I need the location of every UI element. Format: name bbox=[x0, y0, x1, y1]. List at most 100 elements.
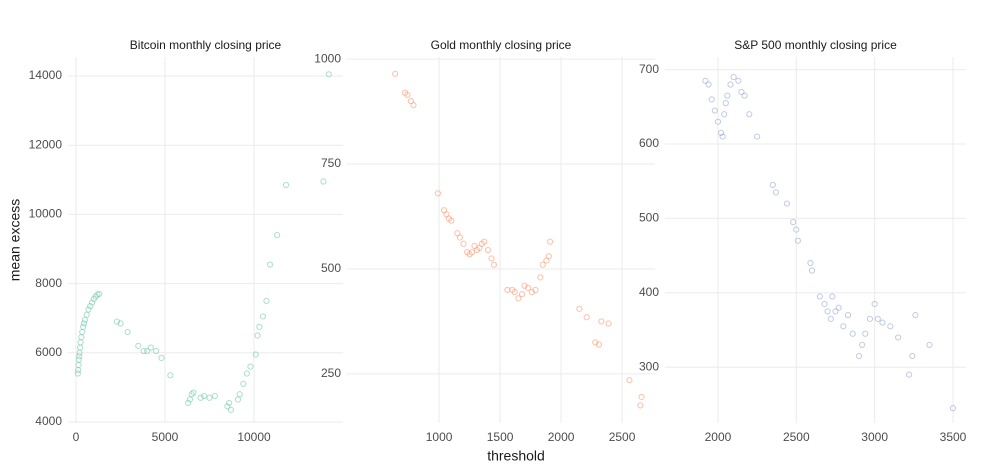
x-axis-title: threshold bbox=[487, 448, 545, 464]
point bbox=[626, 377, 633, 384]
point bbox=[871, 300, 878, 308]
point bbox=[912, 312, 919, 319]
x-tick-label: 3500 bbox=[940, 430, 967, 444]
point bbox=[835, 304, 842, 311]
y-tick-label: 1000 bbox=[314, 51, 341, 65]
panel-title: Bitcoin monthly closing price bbox=[130, 38, 282, 52]
y-tick-label: 700 bbox=[639, 62, 659, 76]
point bbox=[537, 274, 544, 281]
point bbox=[81, 316, 89, 324]
point bbox=[808, 267, 816, 274]
point bbox=[595, 341, 602, 348]
point bbox=[855, 352, 863, 360]
point bbox=[227, 406, 234, 413]
point bbox=[741, 92, 748, 99]
point bbox=[247, 363, 254, 370]
point bbox=[153, 347, 160, 355]
point bbox=[434, 190, 441, 197]
point bbox=[240, 380, 247, 388]
point bbox=[717, 129, 725, 136]
point bbox=[263, 297, 270, 304]
point bbox=[926, 341, 933, 348]
point bbox=[186, 396, 194, 403]
point bbox=[949, 405, 957, 412]
point bbox=[77, 339, 84, 346]
point bbox=[88, 299, 96, 306]
panel-title: Gold monthly closing price bbox=[431, 38, 572, 52]
y-tick-label: 500 bbox=[639, 211, 659, 225]
point bbox=[722, 100, 729, 107]
point bbox=[259, 313, 267, 320]
point bbox=[824, 308, 831, 315]
point bbox=[772, 189, 780, 196]
point bbox=[456, 234, 463, 241]
y-tick-label: 300 bbox=[639, 359, 659, 373]
point bbox=[188, 391, 195, 398]
x-tick-label: 0 bbox=[73, 430, 80, 444]
point bbox=[576, 305, 583, 312]
point bbox=[525, 284, 532, 291]
y-tick-label: 750 bbox=[321, 156, 341, 170]
point bbox=[404, 91, 411, 98]
point bbox=[252, 351, 259, 358]
y-tick-label: 6000 bbox=[35, 345, 62, 359]
point bbox=[224, 403, 231, 410]
point bbox=[74, 370, 81, 377]
point bbox=[598, 318, 605, 325]
point bbox=[827, 315, 834, 322]
point bbox=[840, 323, 847, 330]
point bbox=[821, 300, 828, 308]
point bbox=[906, 371, 913, 378]
y-tick-label: 400 bbox=[639, 285, 659, 299]
point bbox=[77, 344, 84, 351]
point bbox=[266, 261, 274, 268]
point bbox=[859, 341, 866, 348]
point bbox=[714, 118, 722, 125]
point bbox=[96, 290, 103, 298]
point bbox=[605, 320, 612, 327]
point bbox=[78, 334, 85, 341]
point bbox=[515, 295, 522, 302]
point bbox=[481, 238, 488, 245]
point bbox=[849, 330, 856, 337]
point bbox=[167, 372, 174, 379]
point bbox=[392, 70, 399, 77]
point bbox=[711, 107, 718, 114]
point bbox=[490, 261, 498, 268]
point bbox=[448, 217, 455, 224]
point bbox=[80, 323, 87, 330]
point bbox=[225, 399, 233, 407]
point bbox=[85, 306, 92, 313]
point bbox=[832, 308, 839, 315]
y-tick-label: 500 bbox=[321, 261, 341, 275]
x-tick-label: 3000 bbox=[861, 430, 888, 444]
point bbox=[197, 394, 204, 401]
point bbox=[76, 353, 83, 360]
point bbox=[783, 200, 791, 207]
point bbox=[75, 356, 82, 363]
point bbox=[793, 226, 800, 233]
point bbox=[282, 181, 290, 189]
x-tick-label: 1000 bbox=[426, 430, 453, 444]
point bbox=[721, 111, 728, 118]
point bbox=[705, 81, 712, 88]
point bbox=[724, 92, 731, 99]
point bbox=[879, 319, 886, 326]
point bbox=[243, 370, 250, 377]
point bbox=[862, 330, 869, 337]
point bbox=[769, 181, 776, 189]
y-tick-label: 12000 bbox=[29, 137, 63, 151]
point bbox=[135, 342, 142, 349]
point bbox=[583, 314, 590, 321]
point bbox=[234, 396, 242, 403]
point bbox=[708, 96, 715, 103]
point bbox=[113, 318, 121, 325]
point bbox=[460, 240, 467, 247]
point bbox=[518, 291, 526, 298]
point bbox=[83, 311, 90, 318]
point bbox=[410, 102, 417, 109]
x-tick-label: 2000 bbox=[705, 430, 732, 444]
point bbox=[256, 323, 263, 330]
point bbox=[325, 71, 332, 78]
point bbox=[147, 344, 154, 351]
